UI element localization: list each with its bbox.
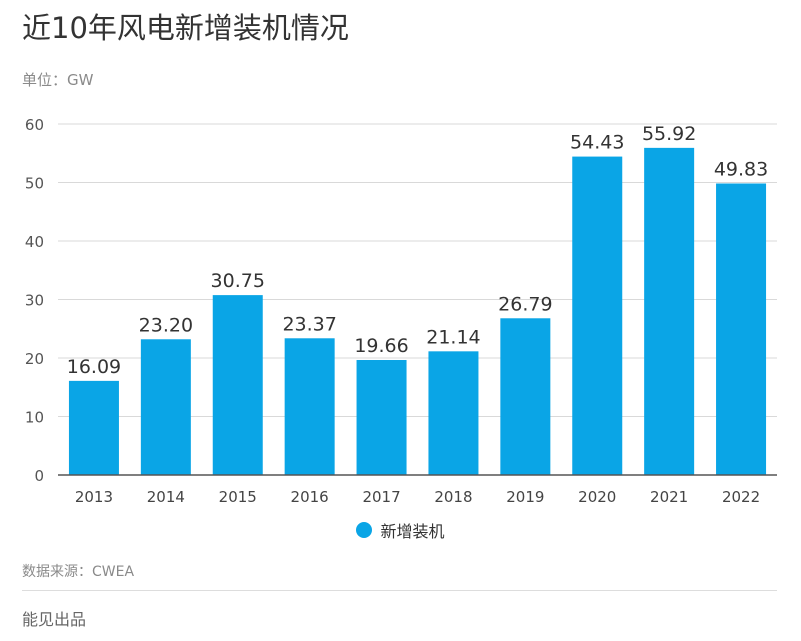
x-tick-label-2016: 2016 [291,488,329,506]
y-tick-label: 40 [25,233,44,251]
x-tick-label-2015: 2015 [219,488,257,506]
bar-2017 [356,359,407,475]
x-axis-ticks: 2013 2014 2015 2016 2017 2018 2019 2020 2021 2022 [75,488,760,506]
value-label-2021: 55.92 [642,123,696,145]
bar-2021 [644,147,695,476]
divider [22,590,777,591]
y-axis-ticks: 0 10 20 30 40 50 60 [25,116,44,485]
x-tick-label-2013: 2013 [75,488,113,506]
value-label-2020: 54.43 [570,132,624,154]
x-tick-label-2014: 2014 [147,488,185,506]
bar-2015 [212,295,263,475]
value-label-2017: 19.66 [354,335,408,357]
footer-credit: 能见出品 [22,610,87,629]
value-label-2014: 23.20 [139,314,193,336]
bars [68,147,767,476]
bar-2016 [284,338,335,475]
x-tick-label-2019: 2019 [506,488,544,506]
source-note: 数据来源：CWEA [22,564,135,580]
chart-title: 近10年风电新增装机情况 [22,11,349,45]
legend-label: 新增装机 [380,522,445,541]
legend-swatch [356,522,373,538]
y-tick-label: 20 [25,350,44,368]
value-label-2013: 16.09 [67,356,121,378]
x-tick-label-2020: 2020 [578,488,616,506]
x-tick-label-2017: 2017 [362,488,400,506]
x-tick-label-2021: 2021 [650,488,688,506]
bar-2014 [140,339,191,475]
unit-label: 单位：GW [22,71,94,89]
value-label-2019: 26.79 [498,293,552,315]
y-tick-label: 50 [25,175,44,193]
value-label-2015: 30.75 [211,270,265,292]
x-tick-label-2022: 2022 [722,488,760,506]
bar-2022 [716,183,767,475]
y-tick-label: 30 [25,292,44,310]
y-tick-label: 10 [25,409,44,427]
legend: 新增装机 [0,518,801,542]
bar-2013 [68,380,119,475]
y-tick-label: 0 [34,467,44,485]
bar-2018 [428,351,479,475]
value-labels: 16.09 23.20 30.75 23.37 19.66 21.14 26.79 54.43… [67,123,769,378]
x-tick-label-2018: 2018 [434,488,472,506]
y-tick-label: 60 [25,116,44,134]
bar-2020 [572,156,623,475]
bar-2019 [500,318,551,475]
value-label-2016: 23.37 [282,313,336,335]
value-label-2022: 49.83 [714,158,768,180]
value-label-2018: 21.14 [426,326,480,348]
